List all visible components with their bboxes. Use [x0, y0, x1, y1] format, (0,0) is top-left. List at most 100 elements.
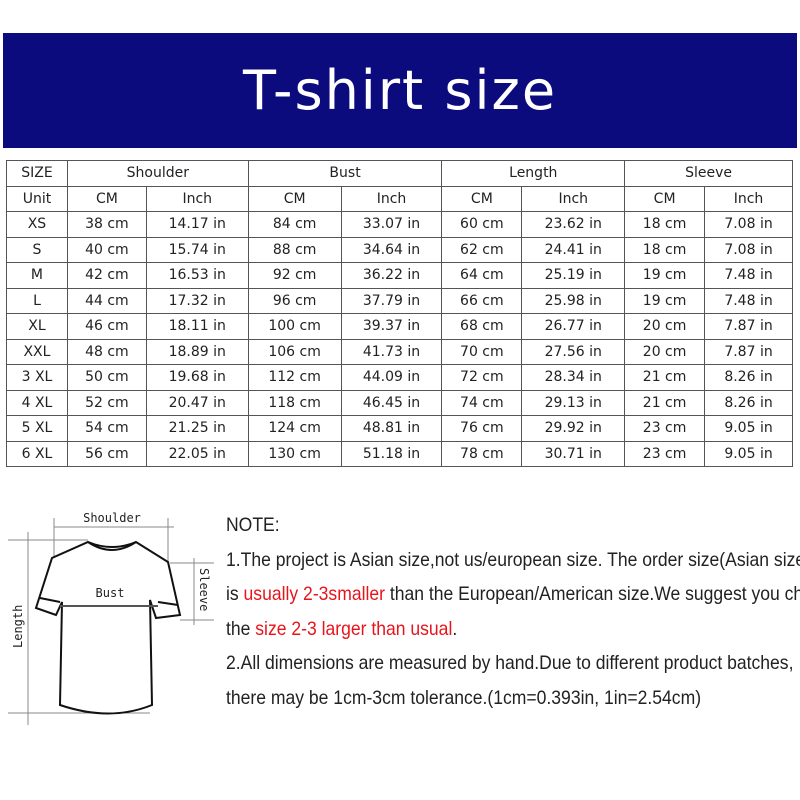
measurement-cell: 50 cm	[66, 364, 147, 391]
measurement-cell: 48.81 in	[340, 415, 443, 442]
note-line-5: there may be 1cm-3cm tolerance.(1cm=0.39…	[226, 686, 702, 709]
unit-header: CM	[624, 185, 706, 212]
measurement-cell: 27.56 in	[521, 338, 626, 365]
table-row: XS 38 cm 14.17 in 84 cm 33.07 in 60 cm 23.62 i…	[6, 211, 793, 238]
measurement-cell: 130 cm	[247, 440, 342, 467]
measurement-cell: 34.64 in	[340, 236, 443, 263]
measurement-cell: 21.25 in	[145, 415, 249, 442]
measurement-cell: 29.13 in	[521, 389, 626, 416]
note-text: the	[226, 617, 256, 640]
tshirt-icon: Shoulder Bust Sleeve Length	[8, 511, 214, 725]
column-group-header: Sleeve	[624, 160, 793, 187]
size-cell: L	[6, 287, 68, 314]
table-row: 3 XL 50 cm 19.68 in 112 cm 44.09 in 72 cm 28.3…	[6, 364, 793, 391]
measurement-cell: 18 cm	[624, 236, 706, 263]
size-cell: 4 XL	[6, 389, 68, 416]
shoulder-label: Shoulder	[83, 511, 141, 525]
measurement-cell: 15.74 in	[145, 236, 249, 263]
note-text: .	[452, 617, 458, 640]
measurement-cell: 37.79 in	[340, 287, 443, 314]
note-block: NOTE: 1.The project is Asian size,not us…	[226, 508, 800, 715]
measurement-cell: 92 cm	[247, 262, 342, 289]
measurement-cell: 40 cm	[66, 236, 147, 263]
measurement-cell: 16.53 in	[145, 262, 249, 289]
measurement-cell: 20 cm	[624, 338, 706, 365]
column-group-header: Bust	[247, 160, 443, 187]
measurement-cell: 18.11 in	[145, 313, 249, 340]
measurement-cell: 54 cm	[66, 415, 147, 442]
measurement-cell: 22.05 in	[145, 440, 249, 467]
measurement-cell: 118 cm	[247, 389, 342, 416]
unit-row: Unit CM Inch CM Inch CM Inch CM Inch	[6, 185, 793, 212]
note-text: is	[226, 583, 244, 605]
column-group-header: Shoulder	[66, 160, 249, 187]
size-cell: XL	[6, 313, 68, 340]
measurement-cell: 74 cm	[441, 389, 523, 416]
measurement-cell: 9.05 in	[704, 440, 793, 467]
measurement-cell: 70 cm	[441, 338, 523, 365]
size-cell: 6 XL	[6, 440, 68, 467]
measurement-cell: 68 cm	[441, 313, 523, 340]
measurement-cell: 76 cm	[441, 415, 523, 442]
measurement-cell: 8.26 in	[704, 389, 793, 416]
measurement-cell: 56 cm	[66, 440, 147, 467]
table-row: XL 46 cm 18.11 in 100 cm 39.37 in 68 cm 26.77 …	[6, 313, 793, 340]
title-banner: T-shirt size	[3, 33, 797, 148]
measurement-cell: 7.08 in	[704, 211, 793, 238]
measurement-cell: 23.62 in	[521, 211, 626, 238]
unit-header: Unit	[6, 185, 68, 212]
unit-header: Inch	[521, 185, 626, 212]
column-group-header: Length	[441, 160, 626, 187]
measurement-cell: 19 cm	[624, 287, 706, 314]
unit-header: CM	[247, 185, 342, 212]
length-label: Length	[11, 605, 25, 648]
measurement-cell: 84 cm	[247, 211, 342, 238]
measurement-cell: 44 cm	[66, 287, 147, 314]
measurement-cell: 112 cm	[247, 364, 342, 391]
measurement-cell: 23 cm	[624, 440, 706, 467]
table-row: XXL 48 cm 18.89 in 106 cm 41.73 in 70 cm 27.56…	[6, 338, 793, 365]
measurement-cell: 51.18 in	[340, 440, 443, 467]
measurement-cell: 14.17 in	[145, 211, 249, 238]
measurement-cell: 96 cm	[247, 287, 342, 314]
measurement-cell: 7.48 in	[704, 287, 793, 314]
size-cell: 3 XL	[6, 364, 68, 391]
measurement-cell: 21 cm	[624, 389, 706, 416]
size-cell: XS	[6, 211, 68, 238]
measurement-cell: 66 cm	[441, 287, 523, 314]
measurement-cell: 21 cm	[624, 364, 706, 391]
measurement-cell: 26.77 in	[521, 313, 626, 340]
measurement-cell: 72 cm	[441, 364, 523, 391]
measurement-cell: 100 cm	[247, 313, 342, 340]
unit-header: CM	[66, 185, 147, 212]
measurement-cell: 20 cm	[624, 313, 706, 340]
note-line-4: 2.All dimensions are measured by hand.Du…	[226, 652, 794, 674]
size-cell: M	[6, 262, 68, 289]
table-row: S 40 cm 15.74 in 88 cm 34.64 in 62 cm 24.41 in…	[6, 236, 793, 263]
note-line-3: the size 2-3 larger than usual.	[226, 612, 743, 647]
measurement-cell: 36.22 in	[340, 262, 443, 289]
measurement-cell: 9.05 in	[704, 415, 793, 442]
unit-header: Inch	[145, 185, 249, 212]
measurement-cell: 44.09 in	[340, 364, 443, 391]
measurement-cell: 17.32 in	[145, 287, 249, 314]
header-row: SIZE Shoulder Bust Length Sleeve	[6, 160, 793, 187]
measurement-cell: 19 cm	[624, 262, 706, 289]
measurement-cell: 64 cm	[441, 262, 523, 289]
unit-header: CM	[441, 185, 523, 212]
measurement-cell: 29.92 in	[521, 415, 626, 442]
measurement-cell: 25.19 in	[521, 262, 626, 289]
note-text: than the European/American size.We sugge…	[384, 583, 800, 605]
measurement-cell: 38 cm	[66, 211, 147, 238]
table-row: 6 XL 56 cm 22.05 in 130 cm 51.18 in 78 cm 30.7…	[6, 440, 793, 467]
measurement-cell: 7.87 in	[704, 313, 793, 340]
measurement-cell: 88 cm	[247, 236, 342, 263]
measurement-cell: 24.41 in	[521, 236, 626, 263]
measurement-cell: 8.26 in	[704, 364, 793, 391]
note-highlight: size 2-3 larger than usual	[255, 617, 453, 640]
note-highlight: usually 2-3smaller	[243, 583, 385, 605]
column-group-header: SIZE	[6, 160, 68, 187]
table-row: L 44 cm 17.32 in 96 cm 37.79 in 66 cm 25.98 in…	[6, 287, 793, 314]
measurement-cell: 52 cm	[66, 389, 147, 416]
